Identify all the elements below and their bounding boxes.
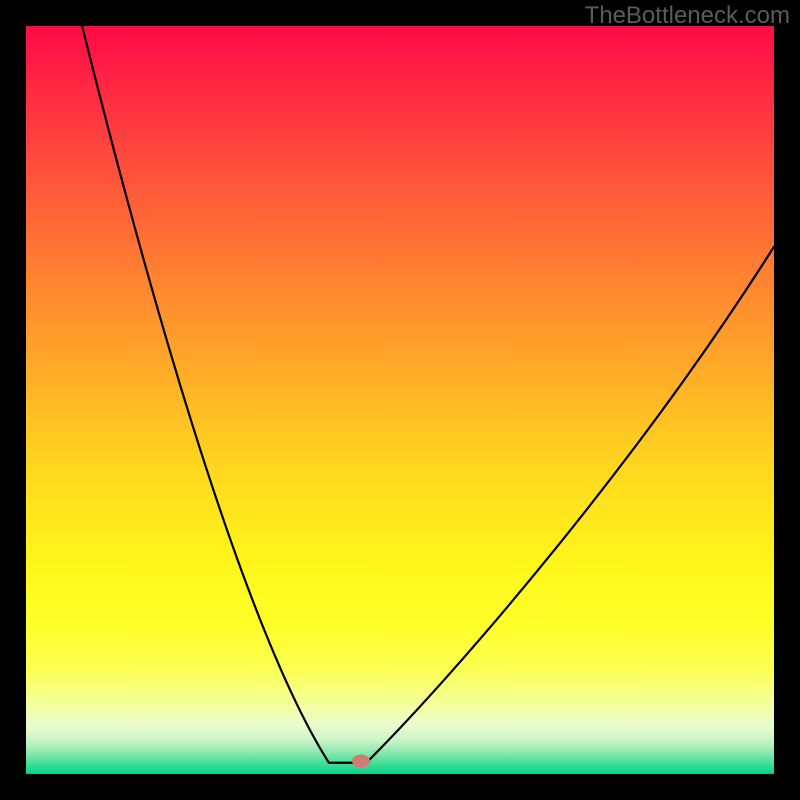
optimum-marker	[350, 753, 372, 770]
bottleneck-curve	[26, 26, 774, 774]
plot-area	[26, 26, 774, 774]
watermark-text: TheBottleneck.com	[585, 2, 790, 30]
outer-frame: TheBottleneck.com	[0, 0, 800, 800]
